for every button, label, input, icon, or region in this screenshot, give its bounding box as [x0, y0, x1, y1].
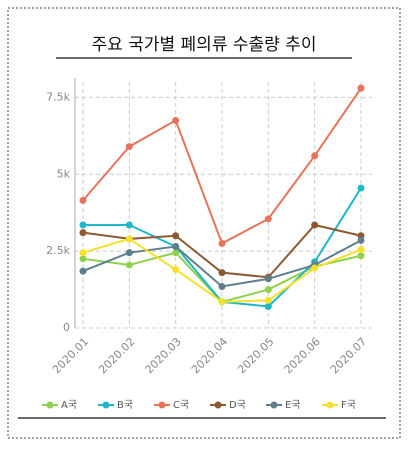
point — [125, 221, 133, 229]
point — [357, 252, 365, 260]
point — [311, 264, 319, 272]
point — [172, 232, 180, 240]
y-tick-label: 7.5k — [46, 90, 70, 103]
point — [218, 298, 226, 306]
point — [218, 239, 226, 247]
point — [218, 269, 226, 277]
point — [79, 249, 87, 257]
legend-marker — [158, 401, 166, 409]
point — [311, 152, 319, 160]
legend-label: E국 — [285, 399, 301, 411]
point — [264, 296, 272, 304]
point — [264, 286, 272, 294]
x-tick-label: 2020.06 — [282, 335, 323, 376]
point — [218, 282, 226, 290]
x-tick-label: 2020.05 — [235, 335, 276, 376]
legend-label: A국 — [61, 399, 77, 411]
legend-label: D국 — [229, 399, 246, 411]
legend-label: F국 — [341, 399, 356, 411]
point — [79, 229, 87, 237]
point — [125, 143, 133, 151]
point — [79, 196, 87, 204]
legend-marker — [270, 401, 278, 409]
point — [172, 266, 180, 274]
frame — [7, 7, 401, 439]
point — [172, 116, 180, 124]
y-tick-label: 0 — [63, 321, 70, 334]
x-tick-label: 2020.07 — [328, 335, 369, 376]
point — [79, 255, 87, 263]
legend-marker — [102, 401, 110, 409]
legend-label: B국 — [117, 399, 133, 411]
point — [264, 302, 272, 310]
chart-title: 주요 국가별 폐의류 수출량 추이 — [92, 35, 317, 55]
point — [357, 236, 365, 244]
legend-marker — [214, 401, 222, 409]
x-tick-label: 2020.04 — [189, 335, 230, 376]
y-tick-label: 5k — [57, 167, 71, 180]
legend-label: C국 — [173, 399, 189, 411]
point — [264, 275, 272, 283]
point — [79, 267, 87, 275]
point — [79, 221, 87, 229]
x-tick-label: 2020.02 — [96, 335, 137, 376]
legend-marker — [326, 401, 334, 409]
point — [357, 184, 365, 192]
legend-marker — [46, 401, 54, 409]
point — [172, 249, 180, 257]
point — [125, 249, 133, 257]
point — [264, 215, 272, 223]
point — [357, 84, 365, 92]
point — [125, 261, 133, 269]
y-tick-label: 2.5k — [46, 244, 70, 257]
point — [357, 246, 365, 254]
point — [125, 235, 133, 243]
point — [311, 221, 319, 229]
x-tick-label: 2020.03 — [143, 335, 184, 376]
point — [172, 243, 180, 251]
x-tick-label: 2020.01 — [50, 335, 91, 376]
